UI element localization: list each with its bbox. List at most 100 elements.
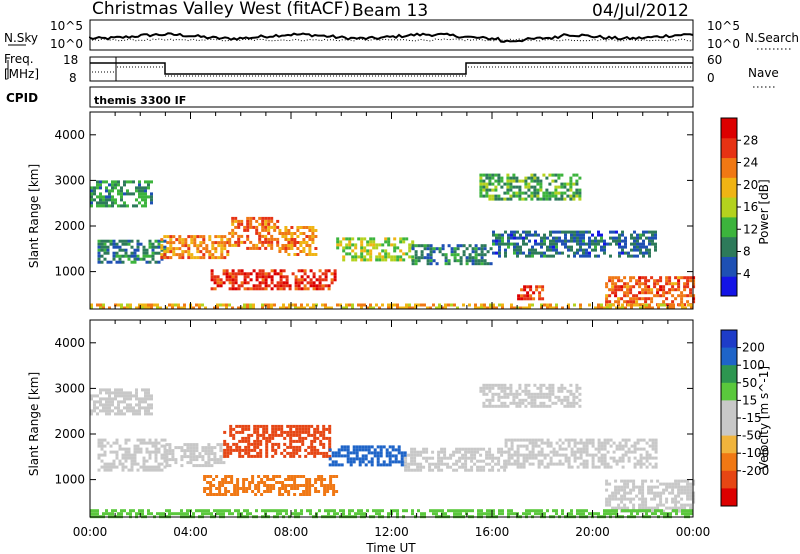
- noise-right-tick-top: 10^5: [707, 19, 740, 33]
- power-colorbar: 4 8 12 16 20 24 28 Power [dB]: [720, 117, 771, 297]
- velocity-region-7: [479, 383, 582, 408]
- velocity-panel: 1000 2000 3000 4000 Slant Range [km]: [27, 319, 696, 519]
- frequency-panel: Freq. [MHz] 18 8 60 0 Nave: [4, 52, 779, 88]
- power-colorbar-swatch: [721, 216, 737, 238]
- velocity-y-tick-label: 3000: [54, 381, 85, 395]
- power-region-10: [517, 285, 545, 301]
- x-tick-label: 00:00: [676, 525, 711, 539]
- velocity-colorbar-swatch: [721, 365, 737, 384]
- velocity-region-4: [328, 445, 407, 467]
- nave-right-tick-top: 60: [707, 53, 722, 67]
- power-y-axis-label: Slant Range [km]: [27, 164, 41, 268]
- power-colorbar-swatch: [721, 177, 737, 198]
- noise-left-tick-top: 10^5: [50, 19, 83, 33]
- power-region-8: [479, 173, 582, 201]
- velocity-colorbar-swatch: [721, 382, 737, 401]
- velocity-colorbar-tick: -100: [742, 446, 769, 460]
- freq-label: Freq.: [4, 52, 34, 66]
- velocity-region-0: [90, 388, 153, 416]
- velocity-colorbar-tick: 50: [742, 376, 757, 390]
- power-colorbar-swatch: [721, 236, 737, 257]
- velocity-y-ticks: 1000 2000 3000 4000: [54, 336, 693, 487]
- x-tick-label: 12:00: [374, 525, 409, 539]
- velocity-colorbar-label: Velocity [m s^-1]: [757, 366, 771, 470]
- x-tick-label: 16:00: [475, 525, 510, 539]
- power-y-tick-label: 2000: [54, 219, 85, 233]
- power-region-6: [336, 237, 415, 262]
- x-axis: 00:00 04:00 08:00 12:00 16:00 20:00 00:00: [73, 112, 711, 539]
- date-label: 04/Jul/2012: [592, 1, 689, 21]
- velocity-colorbar-label-main: Velocity [m s^-1]: [757, 366, 771, 470]
- velocity-y-tick-label: 1000: [54, 473, 85, 487]
- velocity-region-1: [97, 438, 167, 472]
- velocity-y-axis-label: Slant Range [km]: [27, 372, 41, 476]
- velocity-colorbar-swatch: [721, 400, 737, 419]
- power-region-5: [210, 269, 337, 291]
- velocity-colorbar-swatch: [721, 347, 737, 366]
- noise-right-label: N.Search: [745, 31, 799, 45]
- power-data-cells: [90, 173, 696, 310]
- velocity-y-tick-label: 2000: [54, 427, 85, 441]
- power-colorbar-swatch: [721, 157, 737, 178]
- velocity-colorbar: 200 100 50 15 -15 -50 -100 -200 Velocity [m s^-…: [720, 329, 771, 507]
- power-colorbar-swatch: [721, 256, 737, 277]
- noise-left-label: N.Sky: [4, 31, 38, 45]
- velocity-colorbar-tick: 200: [742, 341, 765, 355]
- nave-label: Nave: [748, 66, 779, 80]
- freq-unit-label: [MHz]: [4, 67, 39, 81]
- velocity-colorbar-tick: 100: [742, 358, 765, 372]
- velocity-colorbar-swatch: [721, 418, 737, 437]
- power-colorbar-label: Power [dB]: [757, 179, 771, 244]
- velocity-colorbar-tick: 15: [742, 393, 757, 407]
- power-colorbar-tick: 20: [743, 178, 758, 192]
- frequency-line: [90, 62, 693, 75]
- power-region-12: [90, 303, 693, 310]
- velocity-region-8: [504, 438, 658, 469]
- cpid-panel: CPID themis 3300 IF: [6, 86, 694, 108]
- power-colorbar-tick: 12: [743, 222, 758, 236]
- velocity-colorbar-swatch: [721, 435, 737, 454]
- power-region-0: [90, 180, 153, 208]
- power-region-2: [160, 235, 230, 260]
- power-region-3: [228, 216, 280, 250]
- cpid-label: CPID: [6, 91, 38, 105]
- velocity-colorbar-swatch: [721, 470, 737, 489]
- power-region-7: [411, 244, 493, 266]
- power-colorbar-tick: 28: [743, 133, 758, 147]
- velocity-colorbar-swatch: [721, 330, 737, 349]
- noise-right-tick-bottom: 10^0: [707, 37, 740, 51]
- power-y-tick-label: 4000: [54, 128, 85, 142]
- power-colorbar-tick: 8: [743, 245, 751, 259]
- velocity-region-2: [165, 443, 226, 468]
- x-tick-label: 00:00: [73, 525, 108, 539]
- velocity-region-6: [404, 447, 507, 472]
- x-tick-label: 04:00: [173, 525, 208, 539]
- noise-search-line: [89, 38, 694, 42]
- nave-right-tick-bottom: 0: [707, 71, 715, 85]
- power-region-4: [278, 226, 318, 256]
- power-colorbar-tick: 16: [743, 200, 758, 214]
- power-colorbar-swatch: [721, 137, 737, 159]
- power-panel: 1000 2000 3000 4000 Slant Range [km]: [27, 111, 696, 310]
- freq-left-tick-top: 18: [63, 53, 78, 67]
- velocity-region-5: [203, 475, 339, 496]
- velocity-colorbar-swatch: [721, 488, 737, 507]
- x-axis-label: Time UT: [365, 541, 416, 554]
- power-colorbar-swatch: [721, 197, 737, 218]
- power-y-ticks: 1000 2000 3000 4000: [54, 128, 693, 279]
- freq-left-tick-bottom: 8: [69, 71, 77, 85]
- noise-panel: N.Sky 10^5 10^0 10^5 10^0 N.Search: [4, 19, 799, 51]
- velocity-colorbar-swatch: [721, 453, 737, 472]
- x-tick-label: 20:00: [575, 525, 610, 539]
- power-region-9: [492, 230, 657, 258]
- noise-sky-line: [89, 32, 694, 43]
- plot-title: Christmas Valley West (fitACF): [92, 0, 350, 19]
- beam-label: Beam 13: [352, 1, 428, 21]
- power-colorbar-tick: 24: [743, 156, 758, 170]
- velocity-colorbar-tick: -15: [742, 411, 762, 425]
- x-tick-label: 08:00: [274, 525, 309, 539]
- noise-left-tick-bottom: 10^0: [50, 37, 83, 51]
- power-colorbar-swatch: [721, 118, 737, 139]
- velocity-colorbar-tick: -50: [742, 429, 762, 443]
